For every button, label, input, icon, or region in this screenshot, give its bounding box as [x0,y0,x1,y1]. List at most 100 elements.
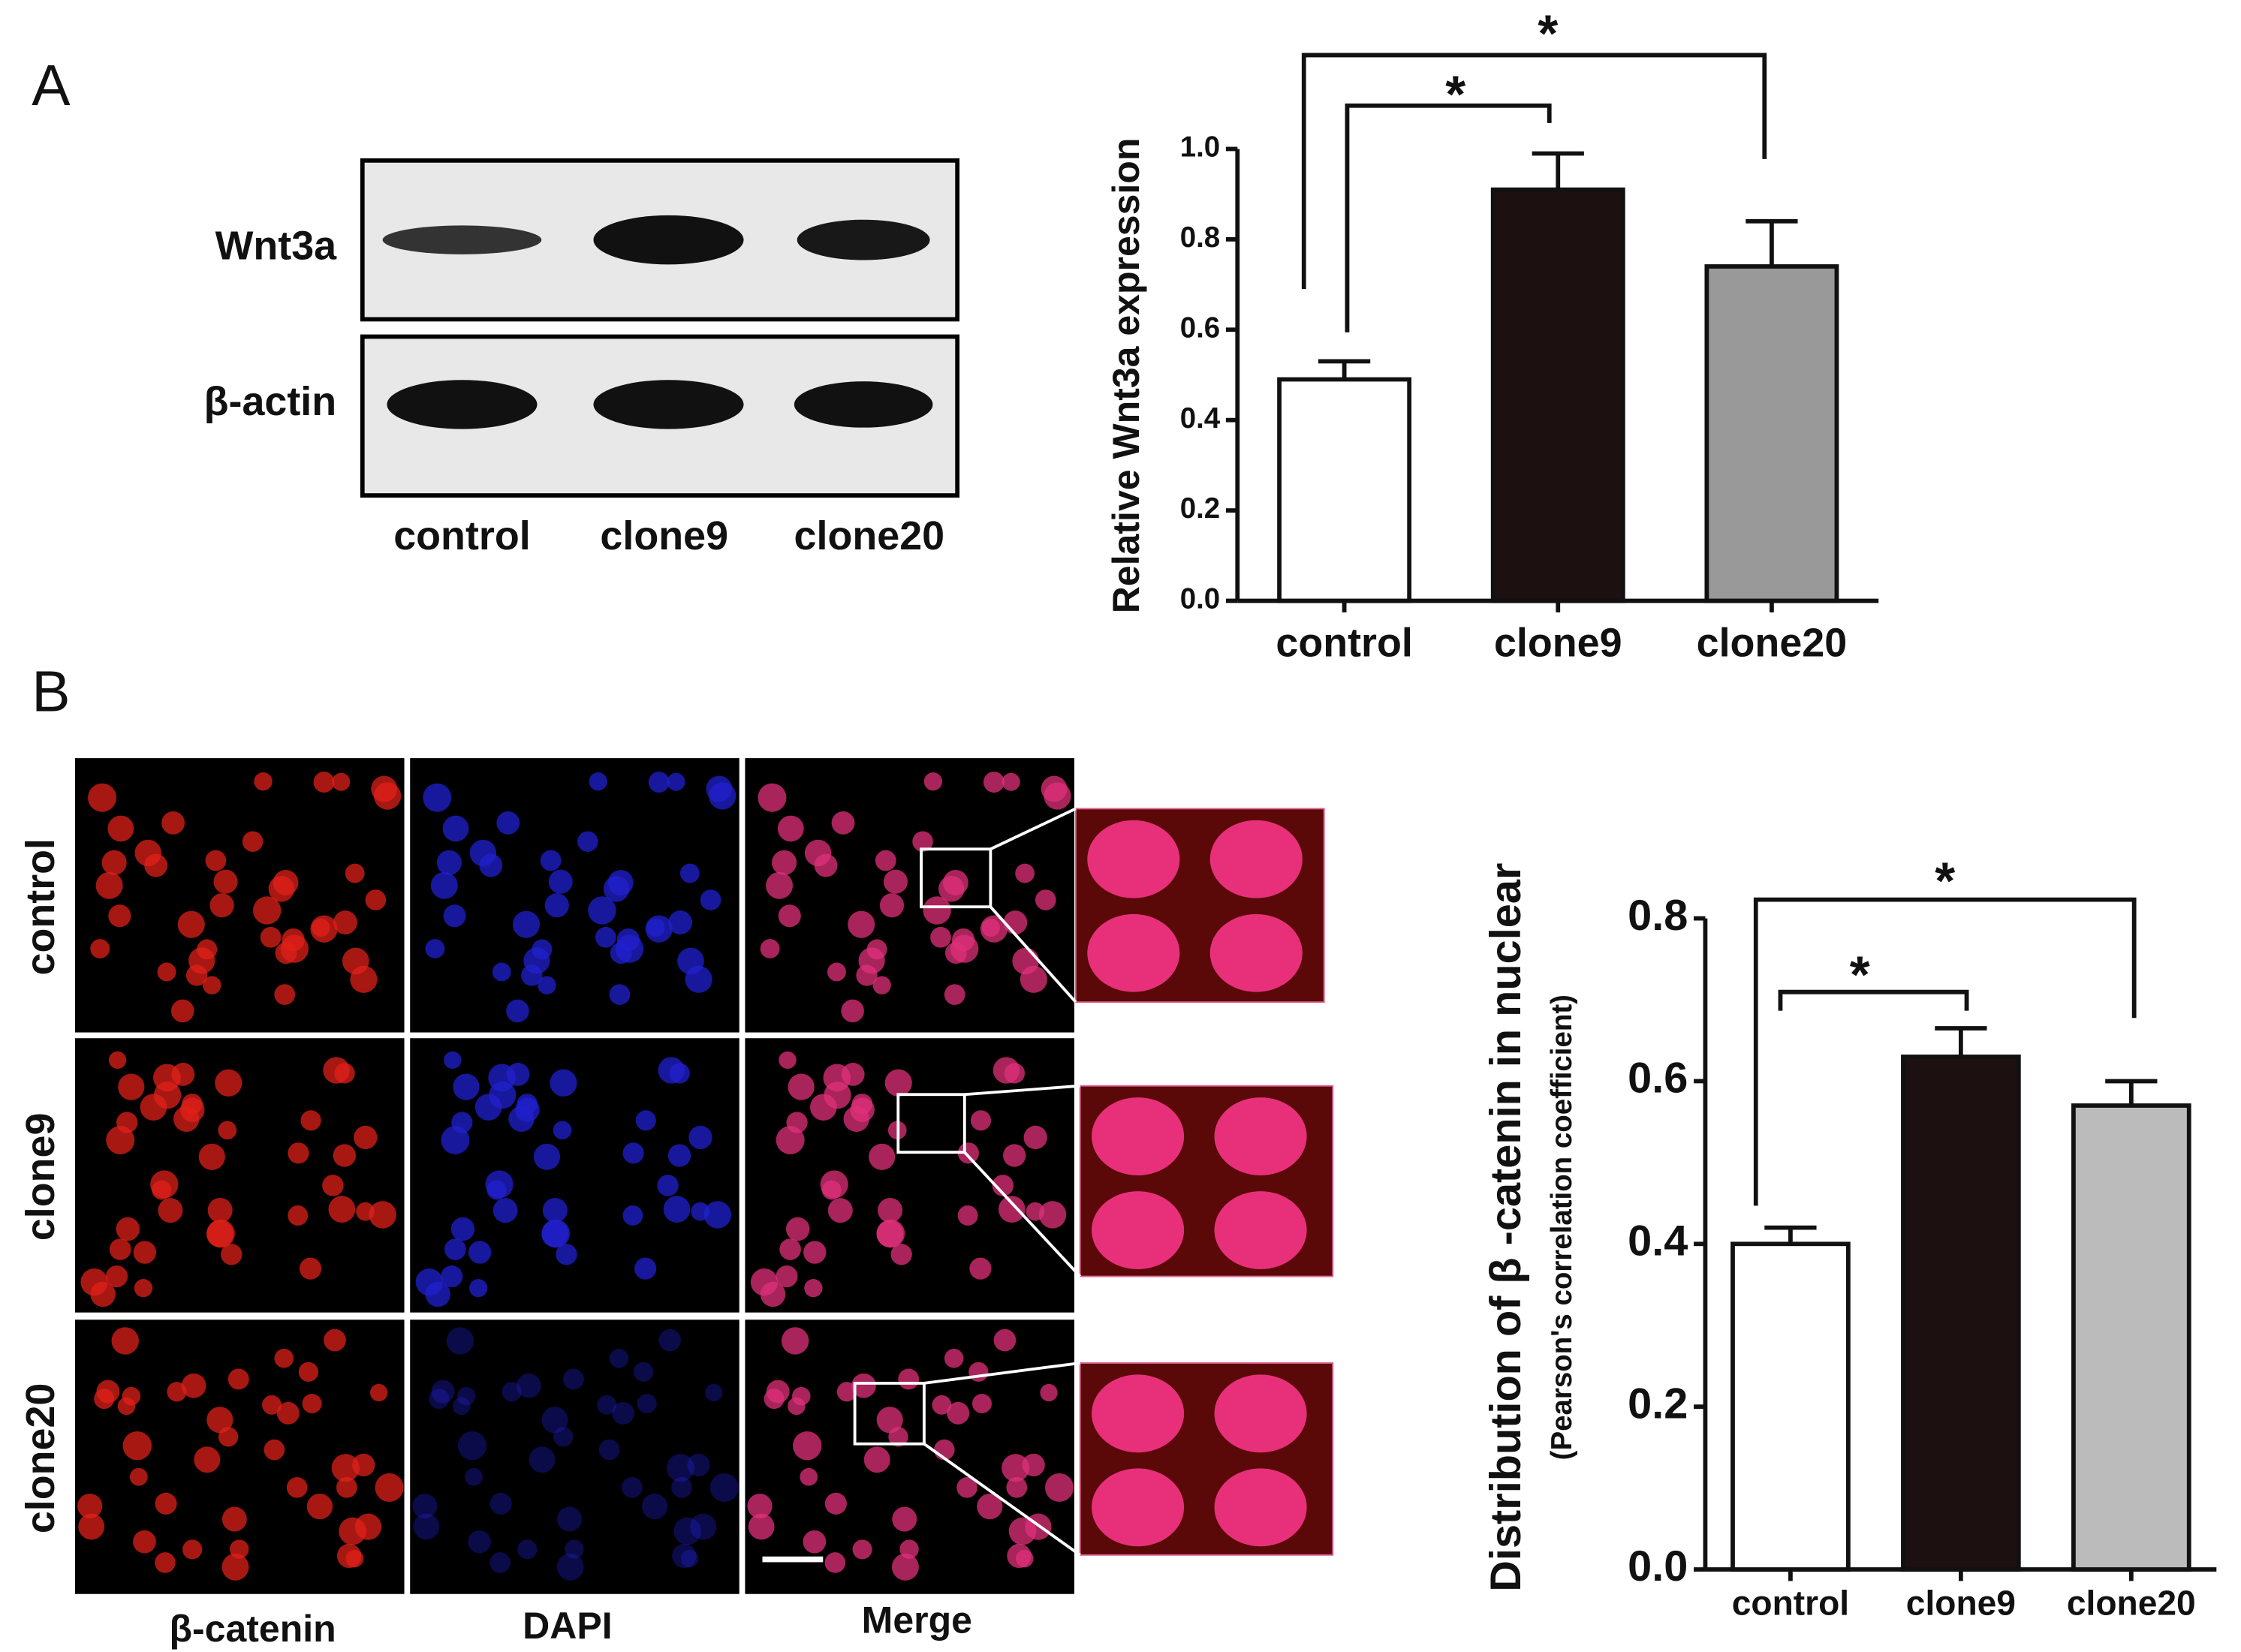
cell [622,1477,643,1498]
cell [595,926,616,948]
cell [872,976,891,995]
cell [78,1513,105,1540]
cell [622,1205,643,1226]
blot-row-label: Wnt3a [215,223,338,268]
cell [598,1439,620,1461]
cell [788,1073,815,1100]
cell [155,1492,177,1515]
cell [622,1142,644,1164]
cell [971,1393,992,1413]
bar [1490,187,1625,603]
micrograph [410,758,739,1033]
cell [413,1513,440,1540]
cell [333,910,357,934]
cell [657,1175,679,1196]
micrographs [75,758,1334,1594]
cell [118,1073,145,1100]
cell [968,1362,989,1382]
micro-row-label: clone9 [18,1113,63,1241]
cell [492,962,511,982]
cell [703,1201,732,1229]
cell [831,811,855,835]
zoom-line [964,1084,1080,1097]
cell [331,1454,360,1482]
cell [194,1446,221,1473]
significance-bracket [1778,989,1969,1011]
cell [512,910,541,938]
micro-row-label: control [18,838,63,975]
cell [883,869,908,894]
cell [152,1180,172,1200]
blot-band [593,215,744,265]
cell [890,1244,912,1265]
cell [273,870,299,895]
cell [776,1126,805,1154]
zoom-line [963,1151,1082,1277]
cell [116,1217,140,1241]
cell [779,1051,797,1070]
significance-mark: * [1538,5,1558,63]
cell [827,962,846,982]
zoom-box [853,1381,926,1446]
cell [107,815,134,842]
cell [206,1407,233,1434]
blot-band [593,380,744,429]
cell [969,1257,992,1280]
cell [436,850,462,875]
cell [106,1126,135,1154]
cell [207,1197,233,1223]
cell [998,1196,1026,1223]
cell [983,772,1005,793]
micro-col-label: β-catenin [169,1608,336,1650]
significance-mark: * [1445,65,1465,123]
cell [666,1454,695,1482]
significance-bracket [1301,53,1767,290]
x-tick-label: control [1732,1583,1849,1622]
cell [369,1201,396,1229]
bar [1730,1241,1851,1572]
cell [947,1401,970,1425]
y-axis-label: Relative Wnt3a expression [1105,138,1147,614]
bar [1901,1055,2021,1572]
cell [1023,1125,1047,1150]
cell [253,896,282,925]
cell [298,1362,319,1382]
zoom-line [989,905,1077,1004]
cell [206,1219,235,1248]
cell [848,910,875,938]
cell [850,1097,875,1122]
cell [879,893,905,918]
cell [687,1453,710,1477]
nucleus [1214,1374,1307,1453]
cell [457,1431,487,1461]
cell [932,1395,952,1415]
y-axis-sublabel: (Pearson's correlation coefficient) [1546,995,1578,1460]
cell [129,1467,148,1486]
bar [2071,1103,2191,1572]
y-tick-label: 0.4 [1180,402,1221,435]
cell [544,893,569,918]
cell [101,850,127,875]
cell [634,1362,654,1382]
cell [912,831,933,852]
cell [542,1197,568,1223]
cell [134,1279,153,1298]
cell [550,1069,577,1097]
cell [1002,1454,1030,1482]
cell [1026,1202,1045,1221]
cell [133,1241,157,1264]
cell [658,1329,682,1352]
cell [1040,1383,1058,1402]
cell [748,1513,775,1540]
cell [884,1069,912,1097]
cell [356,1202,375,1221]
cell [863,1446,890,1473]
nucleus [1092,1191,1185,1269]
cell [977,1493,1003,1520]
cell [777,815,804,842]
zoom-box [920,847,992,909]
cell [371,775,398,802]
nucleus [1214,1191,1307,1269]
significance-mark: * [1850,946,1870,1004]
cell [876,1407,903,1434]
